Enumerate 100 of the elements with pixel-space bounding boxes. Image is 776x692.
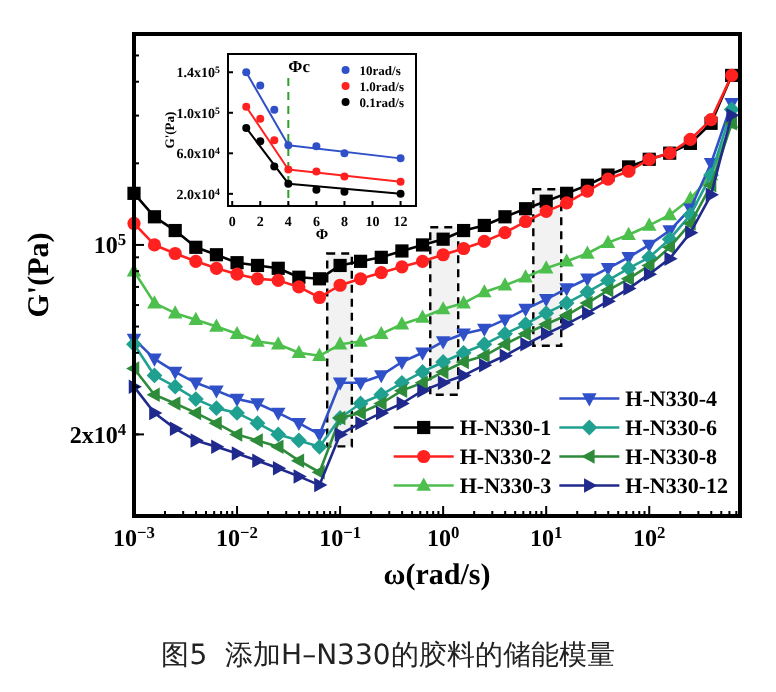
point	[498, 210, 512, 224]
point	[436, 248, 450, 262]
point	[333, 278, 347, 292]
point	[169, 421, 184, 436]
legend-label: H-N330-4	[625, 388, 718, 413]
point	[396, 396, 410, 411]
point	[146, 387, 160, 403]
point	[518, 202, 533, 216]
point	[437, 375, 452, 391]
point	[579, 284, 596, 300]
point	[271, 261, 285, 275]
point	[435, 354, 452, 370]
x-tick-label: 10$^{−2}$	[216, 523, 259, 552]
point	[518, 303, 533, 317]
point	[256, 81, 265, 90]
point	[242, 123, 251, 132]
point	[374, 325, 389, 340]
point	[497, 277, 513, 291]
point	[209, 385, 224, 399]
point	[520, 337, 534, 352]
point	[415, 238, 430, 252]
point	[187, 391, 204, 407]
point	[312, 347, 327, 362]
point	[414, 364, 431, 380]
point	[497, 337, 511, 352]
point	[290, 432, 307, 449]
point	[187, 405, 202, 421]
point	[229, 405, 245, 421]
point	[580, 245, 595, 259]
point	[415, 347, 430, 361]
point	[602, 293, 616, 309]
point	[209, 318, 224, 332]
point	[538, 260, 554, 274]
point	[620, 260, 637, 277]
point	[641, 217, 657, 231]
point	[374, 266, 388, 280]
point	[458, 368, 472, 383]
point	[147, 295, 162, 309]
point	[149, 405, 163, 421]
point	[270, 439, 284, 455]
point	[394, 356, 410, 370]
point	[188, 311, 204, 325]
point	[476, 336, 493, 353]
point	[250, 398, 265, 412]
point	[332, 377, 348, 391]
point	[209, 261, 224, 275]
point	[456, 295, 471, 309]
legend-label: H-N330-12	[625, 475, 729, 500]
point	[290, 453, 305, 468]
caption: 图5 添加H–N330的胶料的储能模量	[161, 640, 615, 672]
point	[208, 400, 225, 417]
y-tick-label: 2x10$^{4}$	[69, 419, 128, 449]
point	[436, 232, 450, 246]
point	[229, 393, 245, 407]
point	[395, 260, 409, 274]
point	[518, 269, 533, 283]
point	[394, 316, 410, 330]
point	[539, 204, 553, 218]
point	[250, 272, 265, 286]
point	[250, 333, 265, 347]
point	[600, 234, 616, 248]
point	[314, 477, 328, 493]
x-tick-label: 10$^{2}$	[633, 523, 666, 552]
point	[559, 283, 574, 297]
point	[499, 348, 513, 364]
point	[705, 187, 719, 203]
point	[189, 240, 203, 254]
point	[189, 254, 203, 268]
point	[311, 438, 328, 455]
x-tick-label: 10$^{0}$	[426, 523, 460, 552]
point	[395, 244, 409, 258]
point	[270, 426, 287, 443]
point	[167, 378, 184, 395]
point	[538, 294, 554, 308]
point	[167, 366, 183, 380]
point	[270, 336, 286, 350]
point	[623, 281, 637, 296]
point	[270, 136, 279, 145]
legend-label: H-N330-6	[625, 417, 718, 442]
legend-label: H-N330-8	[625, 446, 718, 471]
point	[333, 258, 347, 273]
point	[190, 433, 204, 448]
point	[582, 305, 596, 321]
legend-label: H-N330-3	[459, 475, 553, 500]
point	[559, 253, 574, 267]
point	[600, 283, 614, 298]
point	[479, 357, 493, 373]
point	[353, 272, 368, 286]
point	[334, 427, 349, 442]
point	[167, 305, 183, 319]
point	[477, 234, 491, 249]
point	[621, 226, 636, 241]
point	[580, 184, 594, 198]
point	[291, 344, 307, 359]
point	[292, 280, 306, 294]
point	[209, 248, 224, 262]
point	[271, 273, 285, 287]
point	[352, 405, 366, 421]
point	[188, 377, 204, 391]
point	[231, 446, 245, 461]
